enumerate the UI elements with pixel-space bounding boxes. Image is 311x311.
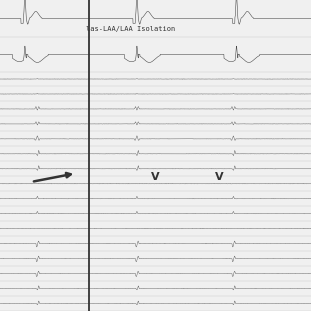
Text: V: V [215,172,224,182]
Text: V: V [151,172,160,182]
Text: las-LAA/LAA Isolation: las-LAA/LAA Isolation [86,26,175,32]
